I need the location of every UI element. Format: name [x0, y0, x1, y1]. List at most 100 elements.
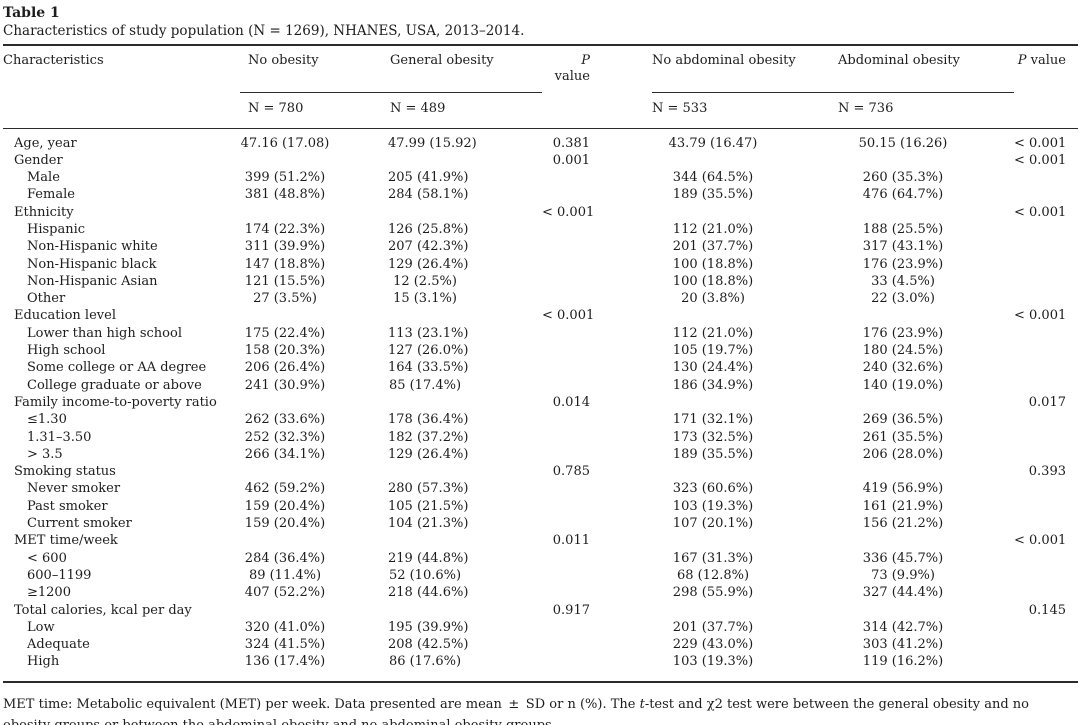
column-gap	[590, 584, 652, 601]
cell-general-obesity: 164 (33.5%)	[388, 360, 469, 376]
column-gap	[590, 446, 652, 463]
cell-p-value-right	[1014, 325, 1078, 342]
cell-p-value-left	[542, 256, 590, 273]
cell-abdominal: 240 (32.6%)	[862, 360, 944, 376]
cell-general-obesity: 208 (42.5%)	[388, 637, 469, 653]
n-general-obesity: N = 489	[388, 92, 542, 129]
characteristics-table: Characteristics No obesity General obesi…	[3, 44, 1078, 683]
column-gap	[590, 307, 652, 324]
cell-no-obesity: 158 (20.3%)	[244, 343, 326, 359]
column-gap	[590, 152, 652, 169]
column-gap	[590, 619, 652, 636]
cell-p-value-right	[1014, 256, 1078, 273]
cell-characteristic: Non-Hispanic black	[27, 256, 157, 272]
column-gap	[590, 359, 652, 376]
table-row: Lower than high school 175 (22.4%) 113 (…	[3, 325, 1078, 342]
col-header-p-value-right: P value	[1014, 45, 1078, 92]
cell-general-obesity: 86 (17.6%)	[388, 654, 462, 670]
column-gap	[590, 169, 652, 186]
cell-abdominal	[838, 204, 1014, 221]
empty-cell	[1014, 92, 1078, 129]
cell-no-abdominal	[652, 463, 838, 480]
cell-abdominal: 419 (56.9%)	[862, 481, 944, 497]
cell-abdominal	[838, 307, 1014, 324]
cell-p-value-right	[1014, 515, 1078, 532]
cell-p-value-right: < 0.001	[1014, 308, 1067, 324]
cell-no-obesity: 262 (33.6%)	[244, 412, 326, 428]
column-gap	[590, 567, 652, 584]
col-header-abdominal-obesity: Abdominal obesity	[838, 45, 1014, 93]
column-gap	[590, 411, 652, 428]
cell-p-value-left: < 0.001	[542, 204, 595, 220]
cell-abdominal: 269 (36.5%)	[862, 412, 944, 428]
p-rest: value	[554, 69, 590, 84]
cell-abdominal: 327 (44.4%)	[862, 585, 944, 601]
cell-no-abdominal	[652, 307, 838, 324]
cell-p-value-left	[542, 550, 590, 567]
table-row: Male 399 (51.2%) 205 (41.9%) 344 (64.5%)…	[3, 169, 1078, 186]
cell-p-value-right: 0.145	[1028, 602, 1066, 618]
cell-general-obesity: 127 (26.0%)	[388, 343, 469, 359]
cell-p-value-left	[542, 377, 590, 394]
cell-no-obesity: 147 (18.8%)	[244, 256, 326, 272]
cell-no-abdominal: 201 (37.7%)	[672, 619, 754, 635]
cell-characteristic: Other	[27, 291, 66, 307]
cell-p-value-right	[1014, 619, 1078, 636]
cell-no-abdominal: 186 (34.9%)	[672, 377, 754, 393]
cell-general-obesity	[388, 152, 542, 169]
n-no-abdominal: N = 533	[652, 92, 838, 129]
cell-abdominal: 176 (23.9%)	[862, 325, 944, 341]
cell-no-abdominal: 105 (19.7%)	[672, 343, 754, 359]
cell-p-value-left	[542, 290, 590, 307]
cell-characteristic: Low	[27, 619, 55, 635]
cell-no-abdominal: 229 (43.0%)	[672, 637, 754, 653]
cell-p-value-left: 0.014	[552, 394, 590, 410]
table-row: Ethnicity < 0.001 < 0.001	[3, 204, 1078, 221]
column-gap	[590, 342, 652, 359]
column-gap	[590, 290, 652, 307]
cell-no-abdominal: 201 (37.7%)	[672, 239, 754, 255]
cell-abdominal: 303 (41.2%)	[862, 637, 944, 653]
p-italic: P	[1017, 53, 1027, 68]
cell-p-value-left	[542, 169, 590, 186]
cell-characteristic: Education level	[14, 308, 116, 324]
cell-no-abdominal: 68 (12.8%)	[676, 567, 750, 583]
cell-no-obesity: 407 (52.2%)	[244, 585, 326, 601]
sample-size-row: N = 780 N = 489 N = 533 N = 736	[3, 92, 1078, 129]
footnote-text: MET time: Metabolic equivalent (MET) per…	[3, 696, 640, 712]
cell-no-obesity: 311 (39.9%)	[244, 239, 326, 255]
cell-characteristic: Ethnicity	[14, 204, 74, 220]
column-gap	[590, 636, 652, 653]
cell-no-abdominal: 112 (21.0%)	[672, 221, 754, 237]
cell-abdominal: 336 (45.7%)	[862, 550, 944, 566]
cell-no-obesity	[240, 204, 388, 221]
p-rest: value	[1026, 53, 1066, 68]
n-no-obesity: N = 780	[240, 92, 388, 129]
cell-general-obesity	[388, 394, 542, 411]
cell-no-abdominal: 323 (60.6%)	[672, 481, 754, 497]
cell-characteristic: Some college or AA degree	[27, 360, 207, 376]
column-gap	[590, 92, 652, 129]
cell-characteristic: ≥1200	[27, 585, 71, 601]
cell-characteristic: High school	[27, 343, 106, 359]
cell-p-value-right	[1014, 636, 1078, 653]
cell-p-value-left	[542, 342, 590, 359]
column-gap	[590, 602, 652, 619]
cell-p-value-left: < 0.001	[542, 308, 595, 324]
cell-characteristic: Male	[27, 170, 60, 186]
cell-no-obesity: 47.16 (17.08)	[240, 135, 330, 151]
table-row: Non-Hispanic Asian 121 (15.5%) 12 (2.5%)…	[3, 273, 1078, 290]
cell-abdominal: 156 (21.2%)	[862, 516, 944, 532]
cell-characteristic: Total calories, kcal per day	[14, 602, 192, 618]
column-gap	[590, 532, 652, 549]
cell-general-obesity: 113 (23.1%)	[388, 325, 469, 341]
cell-abdominal: 50.15 (16.26)	[858, 135, 948, 151]
cell-no-abdominal: 189 (35.5%)	[672, 187, 754, 203]
p-italic: P	[581, 53, 590, 68]
cell-general-obesity: 15 (3.1%)	[393, 291, 457, 307]
cell-abdominal: 206 (28.0%)	[862, 446, 944, 462]
cell-characteristic: Past smoker	[27, 498, 108, 514]
cell-p-value-left	[542, 359, 590, 376]
table-number: Table 1	[3, 5, 60, 21]
